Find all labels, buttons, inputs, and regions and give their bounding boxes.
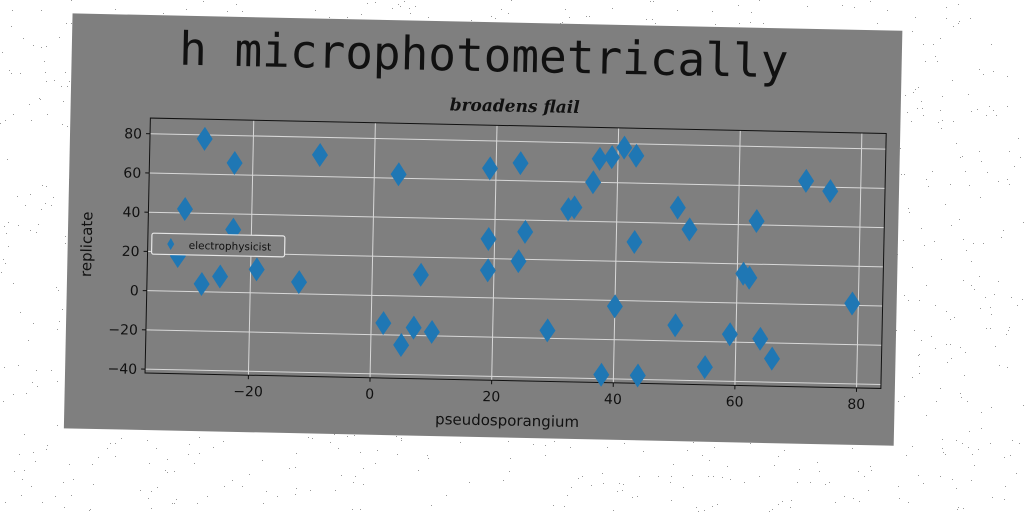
data-point [517,220,533,244]
data-point [196,127,212,151]
x-tick-label: 40 [604,392,622,408]
data-point [375,311,391,335]
data-point [748,209,764,233]
data-point [626,230,642,254]
x-grid-line [857,133,862,388]
data-point [291,270,307,294]
data-point [177,197,193,221]
x-grid-line [370,123,375,378]
data-point [424,320,440,344]
data-point [226,151,242,175]
data-point [670,195,686,219]
data-point [681,217,697,241]
data-point [585,170,601,194]
y-tick-label: −20 [108,322,138,339]
data-points [167,126,863,392]
y-grid-line [149,173,885,188]
y-tick-label: 60 [123,165,141,181]
x-grid-line [735,130,740,385]
x-tick-label: 80 [847,397,865,413]
data-point [312,143,328,167]
x-axis-label: pseudosporangium [435,410,579,431]
y-tick-label: 0 [130,283,139,299]
data-point [593,363,609,387]
x-tick-label: 0 [365,387,374,403]
data-point [212,264,228,288]
x-tick-label: −20 [233,384,263,401]
y-grid-line [147,291,883,306]
data-point [393,333,409,357]
y-tick-label: −40 [107,361,137,378]
y-tick-label: 80 [124,126,142,142]
data-point [510,249,526,273]
data-point [405,315,421,339]
data-point [764,347,780,371]
data-point [607,294,623,318]
data-point [512,151,528,175]
x-grid-line [613,128,618,383]
y-grid-line [146,330,882,345]
y-grid-line [148,212,884,227]
data-point [822,179,838,203]
x-tick-label: 60 [725,394,743,410]
x-tick-label: 20 [482,389,500,405]
legend-label: electrophysicist [189,240,272,254]
data-point [667,313,683,337]
y-grid-line [150,134,886,149]
data-point [697,355,713,379]
y-tick-label: 40 [122,205,140,221]
data-point [413,263,429,287]
y-tick-label: 20 [122,244,140,260]
data-point [390,162,406,186]
legend: electrophysicist [152,233,285,257]
data-point [630,363,646,387]
y-grid-line [145,369,881,384]
data-point [539,318,555,342]
data-point [798,169,814,193]
data-point [752,327,768,351]
data-point [193,272,209,296]
y-axis-label: replicate [77,211,96,277]
